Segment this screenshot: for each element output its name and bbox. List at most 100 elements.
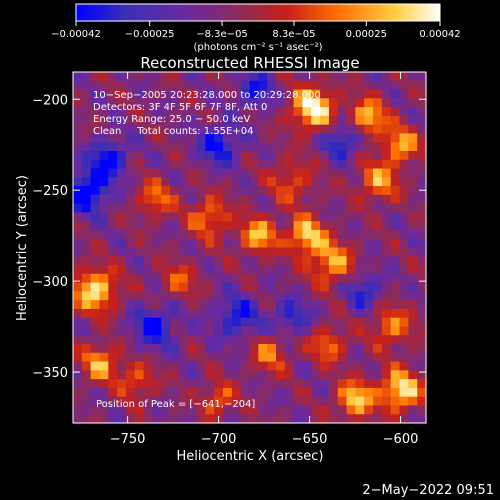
- heatmap-cell: [240, 229, 251, 240]
- heatmap-cell: [284, 72, 295, 82]
- heatmap-cell: [214, 124, 224, 135]
- heatmap-cell: [293, 168, 304, 178]
- heatmap-cell: [267, 80, 277, 91]
- heatmap-cell: [214, 159, 224, 170]
- heatmap-cell: [267, 335, 277, 345]
- heatmap-cell: [152, 221, 162, 231]
- heatmap-cell: [99, 238, 109, 249]
- heatmap-cell: [214, 89, 224, 99]
- heatmap-cell: [381, 133, 392, 143]
- heatmap-cell: [196, 352, 206, 363]
- heatmap-cell: [355, 98, 365, 108]
- heatmap-cell: [90, 273, 101, 284]
- heatmap-cell: [108, 194, 118, 205]
- heatmap-cell: [381, 414, 392, 424]
- heatmap-cell: [161, 124, 171, 135]
- heatmap-cell: [143, 291, 154, 301]
- heatmap-cell: [99, 142, 109, 152]
- heatmap-cell: [99, 326, 109, 336]
- heatmap-cell: [390, 291, 401, 301]
- heatmap-cell: [267, 326, 277, 336]
- heatmap-cell: [125, 335, 136, 345]
- heatmap-cell: [258, 282, 268, 292]
- heatmap-cell: [390, 168, 401, 178]
- heatmap-cell: [390, 115, 401, 126]
- heatmap-cell: [214, 300, 224, 310]
- heatmap-cell: [196, 89, 206, 99]
- heatmap-cell: [399, 370, 409, 380]
- heatmap-cell: [231, 142, 242, 152]
- heatmap-cell: [143, 300, 154, 310]
- heatmap-cell: [417, 317, 427, 328]
- heatmap-cell: [337, 72, 348, 82]
- heatmap-cell: [125, 396, 136, 407]
- heatmap-cell: [161, 361, 171, 371]
- heatmap-cell: [284, 352, 295, 363]
- heatmap-cell: [152, 335, 162, 345]
- heatmap-cell: [170, 414, 180, 424]
- heatmap-cell: [258, 361, 268, 371]
- heatmap-cell: [240, 177, 251, 187]
- heatmap-cell: [90, 265, 101, 275]
- heatmap-cell: [152, 168, 162, 178]
- heatmap-cell: [196, 326, 206, 336]
- heatmap-cell: [117, 414, 127, 424]
- heatmap-cell: [275, 265, 286, 275]
- heatmap-cell: [355, 405, 365, 415]
- heatmap-cell: [346, 229, 356, 240]
- heatmap-cell: [284, 238, 295, 249]
- heatmap-cell: [284, 379, 295, 389]
- heatmap-cell: [284, 221, 295, 231]
- heatmap-cell: [161, 115, 171, 126]
- heatmap-cell: [134, 291, 145, 301]
- heatmap-cell: [90, 352, 101, 363]
- heatmap-cell: [231, 89, 242, 99]
- heatmap-cell: [196, 361, 206, 371]
- heatmap-cell: [311, 335, 321, 345]
- heatmap-cell: [408, 107, 418, 117]
- heatmap-cell: [99, 80, 109, 91]
- heatmap-cell: [81, 194, 92, 205]
- heatmap-cell: [187, 150, 198, 161]
- heatmap-cell: [320, 221, 330, 231]
- heatmap-cell: [231, 387, 242, 398]
- heatmap-cell: [90, 115, 101, 126]
- heatmap-cell: [267, 124, 277, 135]
- heatmap-cell: [258, 98, 268, 108]
- heatmap-cell: [214, 98, 224, 108]
- heatmap-cell: [178, 133, 189, 143]
- heatmap-cell: [284, 344, 295, 354]
- heatmap-cell: [240, 387, 251, 398]
- heatmap-cell: [408, 212, 418, 222]
- heatmap-cell: [258, 194, 268, 205]
- heatmap-cell: [134, 387, 145, 398]
- heatmap-cell: [328, 89, 339, 99]
- heatmap-cell: [302, 361, 312, 371]
- heatmap-cell: [134, 177, 145, 187]
- heatmap-cell: [346, 326, 356, 336]
- heatmap-cell: [249, 115, 259, 126]
- heatmap-cell: [161, 308, 171, 319]
- heatmap-cell: [73, 326, 83, 336]
- heatmap-cell: [187, 177, 198, 187]
- heatmap-cell: [364, 317, 374, 328]
- heatmap-cell: [399, 361, 409, 371]
- heatmap-cell: [187, 300, 198, 310]
- heatmap-cell: [214, 247, 224, 257]
- heatmap-cell: [355, 247, 365, 257]
- heatmap-cell: [258, 308, 268, 319]
- heatmap-cell: [90, 238, 101, 249]
- heatmap-cell: [223, 317, 233, 328]
- heatmap-cell: [214, 344, 224, 354]
- heatmap-cell: [187, 387, 198, 398]
- heatmap-cell: [328, 387, 339, 398]
- heatmap-cell: [178, 89, 189, 99]
- heatmap-cell: [258, 229, 268, 240]
- heatmap-cell: [170, 229, 180, 240]
- heatmap-cell: [117, 142, 127, 152]
- heatmap-cell: [231, 282, 242, 292]
- heatmap-cell: [258, 177, 268, 187]
- heatmap-cell: [223, 107, 233, 117]
- x-tick-label: −600: [383, 432, 419, 447]
- heatmap-cell: [187, 308, 198, 319]
